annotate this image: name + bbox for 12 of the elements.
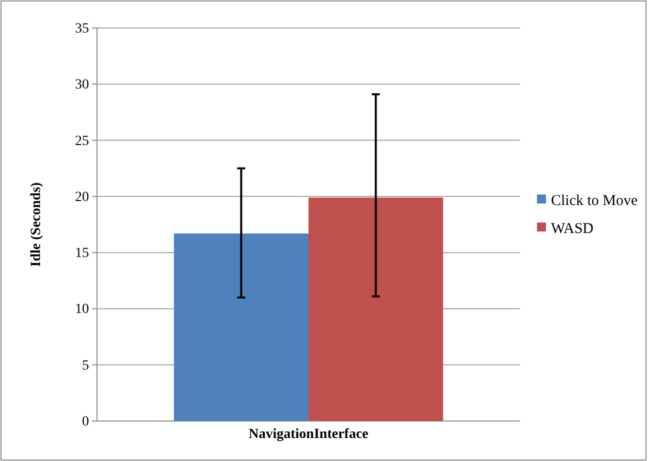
y-tick-label: 20	[75, 190, 89, 205]
y-axis-title: Idle (Seconds)	[29, 182, 44, 267]
legend-label: WASD	[551, 220, 594, 237]
y-tick-label: 30	[75, 78, 89, 93]
legend-label: Click to Move	[551, 192, 638, 209]
y-tick-label: 5	[82, 358, 89, 374]
x-tick-label: NavigationInterface	[248, 427, 368, 442]
y-tick-label: 25	[75, 134, 89, 149]
y-tick-label: 0	[82, 414, 89, 430]
y-tick-label: 35	[75, 21, 89, 36]
y-tick-label: 10	[75, 302, 89, 318]
y-tick-label: 15	[75, 246, 89, 262]
